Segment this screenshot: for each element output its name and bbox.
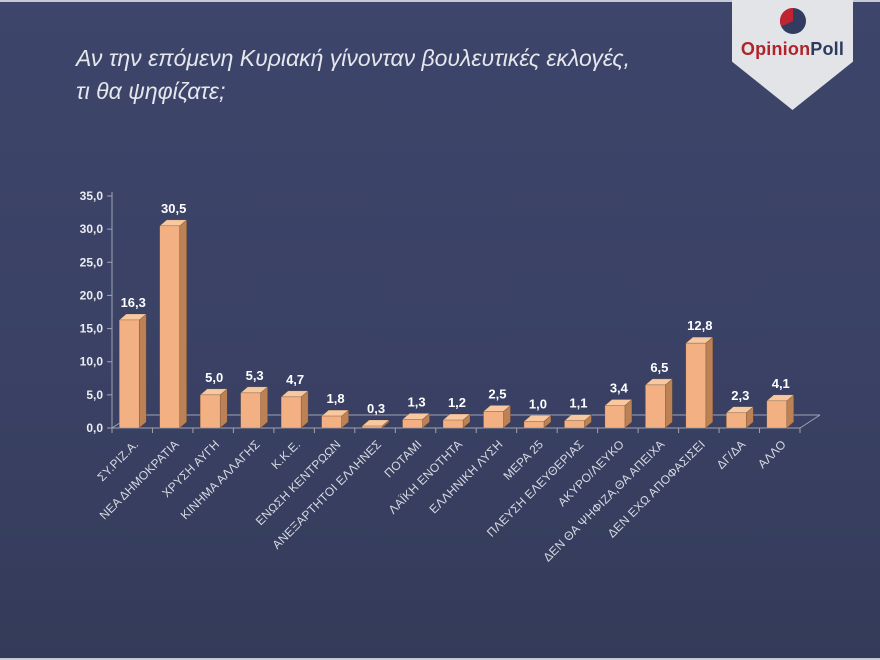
bar-value-label: 4,7 [286,372,304,387]
bar-value-label: 1,1 [569,396,587,411]
category-label: ΛΑΪΚΗ ΕΝΟΤΗΤΑ [386,437,465,516]
y-axis-tick-label: 0,0 [86,421,103,435]
brand-name-opinion: Opinion [740,39,811,59]
y-axis-tick-label: 25,0 [80,255,104,269]
bar-value-label: 3,4 [610,380,629,395]
bar [402,419,423,429]
bar [685,342,707,429]
bar [604,405,626,429]
bar [564,420,585,429]
brand-badge: OpinionPoll [732,0,853,110]
y-axis-tick-label: 10,0 [80,355,104,369]
y-axis-tick-label: 20,0 [80,288,104,302]
bar-value-label: 1,2 [448,395,466,410]
bar [361,425,383,429]
bar-side-face [665,378,673,429]
bar-side-face [260,386,268,429]
category-label: ΑΛΛΟ [755,437,789,471]
bar [280,396,302,429]
bar-value-label: 4,1 [772,376,790,391]
bar-side-face [179,219,188,429]
y-axis [107,192,113,429]
bar-value-label: 5,0 [205,370,223,385]
bar [725,412,747,429]
bar-value-label: 1,0 [529,396,547,411]
brand-name: OpinionPoll [732,39,853,60]
bar-value-label: 12,8 [687,318,712,333]
bar-side-face [138,313,147,429]
page-title: Αν την επόμενη Κυριακή γίνονταν βουλευτι… [76,42,696,107]
bar-value-label: 1,8 [327,391,345,406]
bar [523,421,545,429]
bar [199,394,221,429]
y-axis-tick-label: 35,0 [80,189,104,203]
bar [118,319,140,429]
category-label: ΔΓ/ΔΑ [714,437,749,472]
bar-value-label: 2,5 [488,386,506,401]
y-axis-tick-label: 5,0 [86,388,103,402]
bar [645,384,666,429]
bar-value-label: 16,3 [121,295,146,310]
bar-value-label: 6,5 [650,360,668,375]
bar-value-label: 0,3 [367,401,385,416]
bar [321,415,342,429]
bar-value-label: 5,3 [246,368,264,383]
brand-name-poll: Poll [810,39,845,59]
category-label: Κ.Κ.Ε. [268,437,303,472]
category-label: ΕΛΛΗΝΙΚΗ ΛΥΣΗ [426,437,505,516]
bar [240,392,261,429]
title-line-1: Αν την επόμενη Κυριακή γίνονταν βουλευτι… [76,45,630,71]
bar-value-label: 30,5 [161,201,186,216]
top-border [0,0,880,2]
bar [442,419,464,429]
category-label: ΚΙΝΗΜΑ ΑΛΛΑΓΗΣ [178,437,263,522]
pie-chart-icon [779,8,806,34]
bar-value-label: 2,3 [731,388,749,403]
y-axis-tick-label: 30,0 [80,222,104,236]
bar [159,225,181,429]
x-axis [111,427,801,433]
bar-side-face [705,336,714,429]
bar [766,400,788,429]
y-axis-tick-label: 15,0 [80,322,104,336]
bar-side-face [219,388,228,429]
bottom-border [0,658,880,660]
bar-side-face [300,390,309,429]
bar-value-label: 1,3 [407,394,425,409]
bar [483,411,504,429]
title-line-2: τι θα ψηφίζατε; [76,77,226,104]
